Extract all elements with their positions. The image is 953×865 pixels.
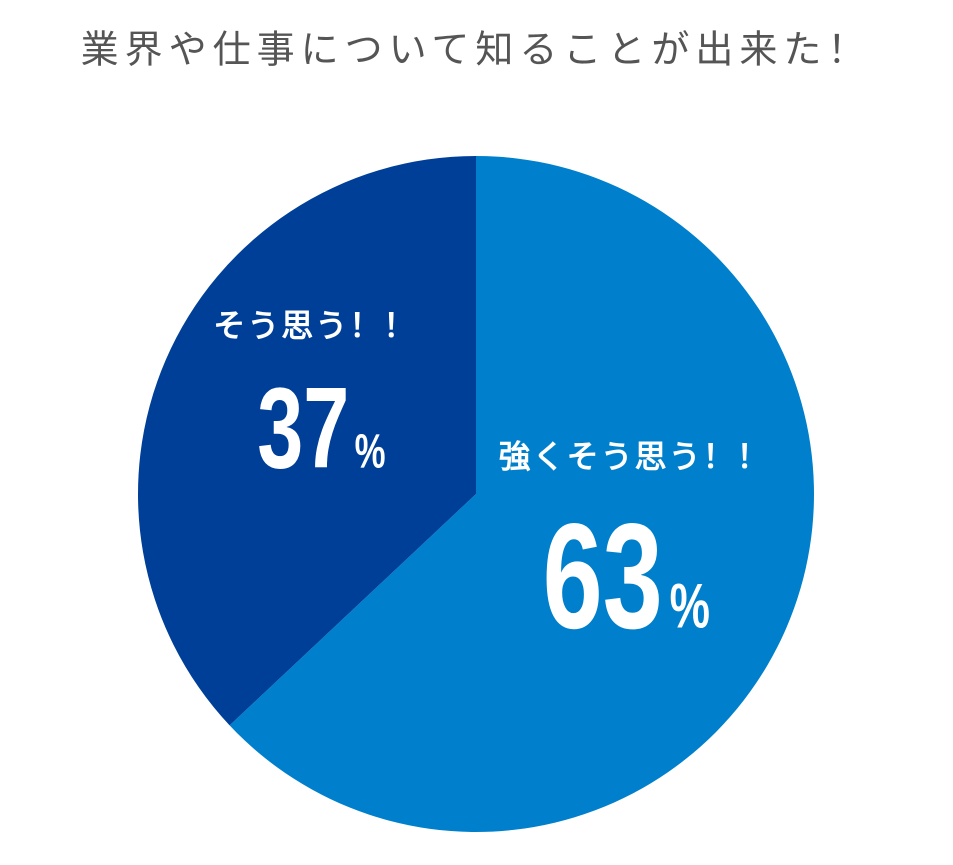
value-number: 63 — [543, 492, 663, 660]
value-number: 37 — [257, 364, 349, 493]
value-unit: % — [355, 424, 386, 478]
value-unit: % — [670, 570, 710, 641]
chart-title: 業界や仕事について知ることが出来た！ — [81, 28, 872, 72]
pie-slice — [229, 156, 814, 832]
value-label: 63% — [543, 492, 710, 660]
slice-category-label: そう思う！！ — [213, 306, 417, 344]
pie-slice — [138, 156, 476, 726]
slice-category-label: 強くそう思う！！ — [499, 438, 771, 476]
value-label: 37% — [257, 364, 385, 493]
